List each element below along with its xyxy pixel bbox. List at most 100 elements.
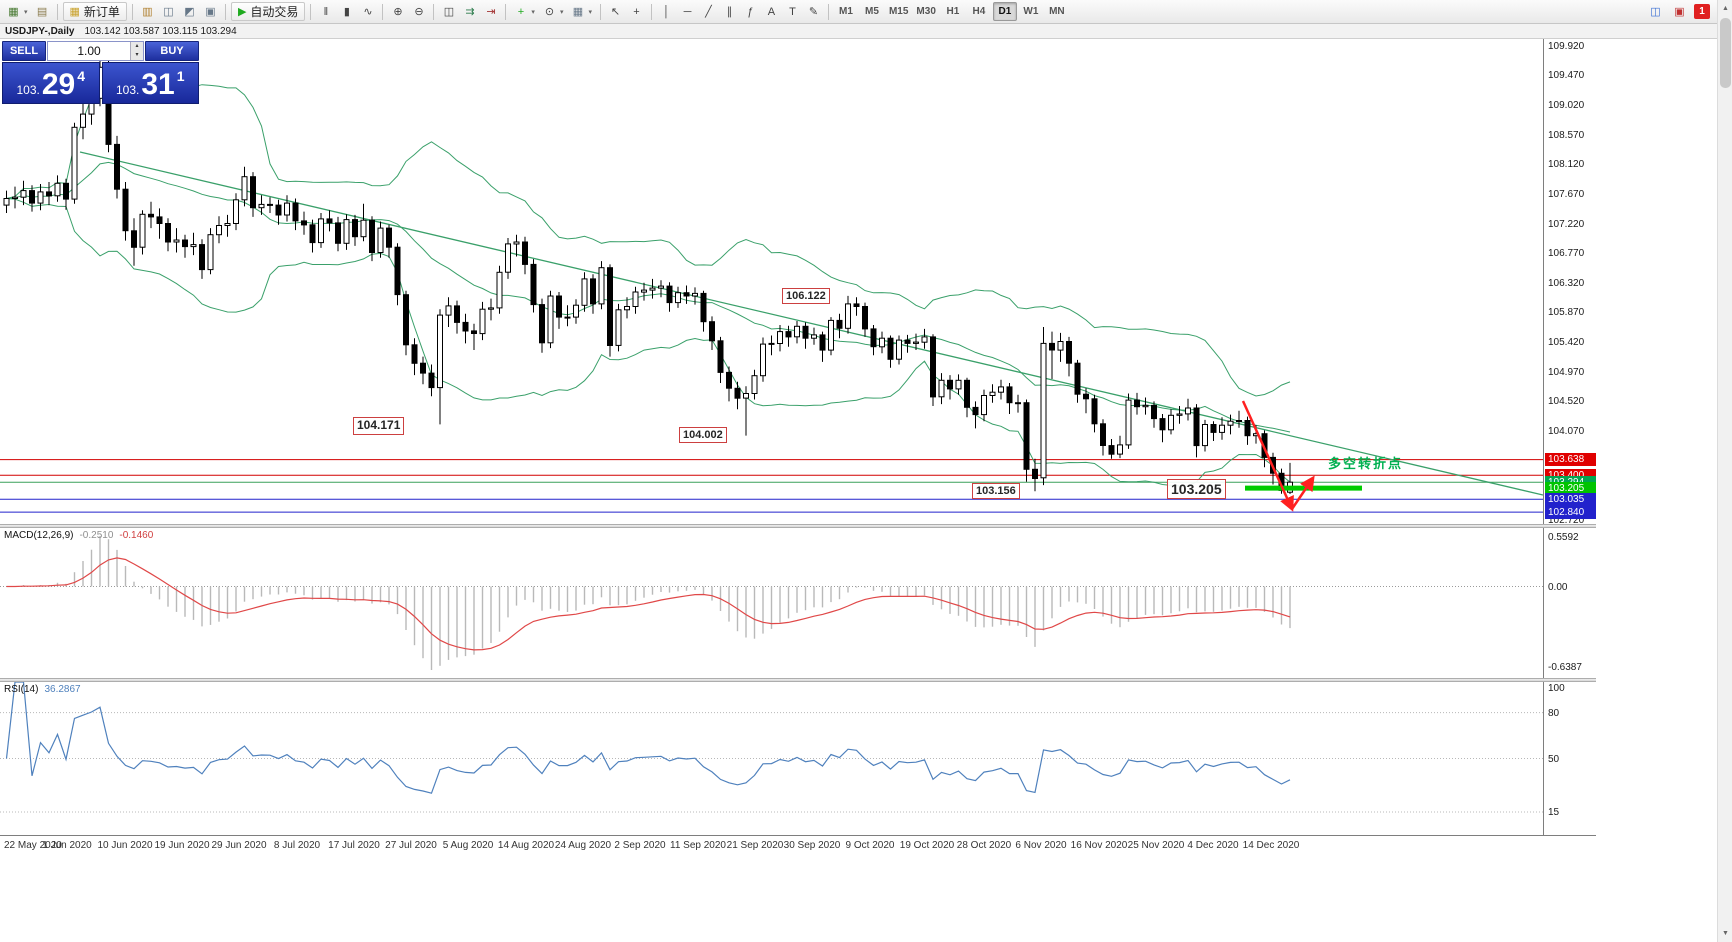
scrollbar-up-button[interactable]: ▲ [1722, 5, 1729, 12]
zoom-out-icon[interactable]: ⊖ [414, 6, 424, 18]
zoom-in-icon[interactable]: ⊕ [393, 6, 403, 18]
price-tick-label: 105.420 [1548, 337, 1585, 348]
indicators-icon[interactable]: + [517, 5, 525, 18]
horizontal-line-objects[interactable] [0, 459, 1543, 513]
timeframe-w1-button[interactable]: W1 [1023, 6, 1039, 17]
shapes-icon[interactable]: ✎ [808, 6, 819, 18]
price-chart-plot[interactable]: 104.171 104.002 106.122 103.156 103.205 多空转折点… [0, 39, 1543, 524]
alerts-icon[interactable]: ▣ [1674, 6, 1685, 18]
timeframe-m1-button[interactable]: M1 [839, 6, 853, 17]
trendline-icon[interactable]: ╱ [705, 6, 712, 18]
price-callout[interactable]: 103.156 [972, 483, 1020, 500]
autotrading-button[interactable]: ▶ 自动交易 [230, 2, 306, 21]
price-callout[interactable]: 104.171 [353, 417, 405, 435]
cursor-icon[interactable]: ↖ [610, 6, 621, 18]
toolbar-separator [650, 3, 652, 20]
rsi-value: 36.2867 [44, 684, 81, 695]
sell-price-pips: 29 [41, 68, 76, 101]
periods-icon[interactable]: ⊙ [544, 6, 555, 18]
arrow-object[interactable] [1241, 400, 1294, 512]
time-axis[interactable]: 22 May 2020 1 Jun 2020 10 Jun 2020 19 Jun 2… [0, 835, 1596, 855]
price-callout[interactable]: 103.205 [1167, 479, 1226, 500]
new-order-button[interactable]: ▦ 新订单 [62, 2, 127, 21]
periods-caret[interactable]: ▾ [559, 8, 564, 16]
panel-splitter[interactable] [0, 524, 1596, 528]
panel-splitter[interactable] [0, 678, 1596, 682]
market-watch-icon[interactable]: ▥ [142, 6, 153, 18]
template-icon[interactable]: ▦ [572, 6, 584, 18]
price-axis[interactable]: 109.920 109.470 109.020 108.570 108.120 107.6… [1543, 39, 1596, 526]
price-tag: 103.035 [1545, 493, 1596, 506]
sell-price-button[interactable]: 103. 29 4 [2, 62, 100, 104]
toolbar-separator [382, 3, 384, 20]
date-label: 29 Jun 2020 [211, 840, 267, 851]
crosshair-icon[interactable]: + [633, 5, 640, 18]
vertical-scrollbar[interactable]: ▲ ▼ [1717, 0, 1732, 942]
price-tick-label: 107.220 [1548, 219, 1585, 230]
timeframe-mn-button[interactable]: MN [1049, 6, 1065, 17]
date-label: 25 Nov 2020 [1127, 840, 1185, 851]
buy-price-pips: 31 [141, 68, 175, 101]
buy-button[interactable]: BUY [145, 41, 199, 61]
fibonacci-icon[interactable]: ƒ [747, 5, 754, 18]
price-callout[interactable]: 104.002 [679, 427, 727, 444]
rsi-axis: 100 80 50 15 [1543, 682, 1596, 835]
macd-tick-label: 0.5592 [1548, 532, 1579, 543]
new-chart-caret[interactable]: ▾ [24, 8, 28, 16]
trendline-object[interactable] [79, 151, 1543, 496]
price-tick-label: 104.070 [1548, 426, 1585, 437]
volume-field[interactable]: 1.00 ▴ ▾ [47, 41, 144, 61]
sell-button[interactable]: SELL [2, 41, 46, 61]
new-chart-icon[interactable]: ▦ [8, 6, 19, 18]
chart-shift-icon[interactable]: ⇥ [486, 6, 496, 18]
volume-increase-button[interactable]: ▴ [131, 42, 143, 51]
auto-scroll-icon[interactable]: ⇉ [465, 6, 475, 18]
timeframe-h1-button[interactable]: H1 [946, 6, 960, 17]
label-icon[interactable]: T [789, 5, 796, 18]
price-tick-label: 109.920 [1548, 41, 1585, 52]
tile-windows-icon[interactable]: ◫ [443, 6, 455, 18]
scrollbar-down-button[interactable]: ▼ [1722, 930, 1729, 937]
template-caret[interactable]: ▾ [588, 8, 592, 16]
arrow-object[interactable] [1290, 475, 1315, 510]
profiles-icon[interactable]: ▤ [36, 6, 48, 18]
timeframe-m30-button[interactable]: M30 [916, 6, 936, 17]
bar-chart-icon[interactable]: ǁ [323, 5, 329, 18]
data-window-icon[interactable]: ◫ [163, 6, 174, 18]
timeframe-m5-button[interactable]: M5 [865, 6, 879, 17]
buy-price-button[interactable]: 103. 31 1 [101, 62, 199, 104]
date-label: 6 Nov 2020 [1015, 840, 1067, 851]
text-icon[interactable]: A [767, 5, 776, 18]
navigator-icon[interactable]: ◩ [184, 6, 195, 18]
date-label: 14 Dec 2020 [1242, 840, 1300, 851]
vertical-line-icon[interactable]: │ [663, 5, 670, 18]
volume-value[interactable]: 1.00 [77, 44, 101, 58]
horizontal-line-icon[interactable]: ─ [683, 5, 692, 18]
date-label: 4 Dec 2020 [1187, 840, 1239, 851]
price-callout[interactable]: 106.122 [782, 288, 830, 305]
timeframe-d1-button[interactable]: D1 [992, 2, 1017, 21]
macd-panel[interactable]: MACD(12,26,9) -0.2510 -0.1460 [0, 528, 1543, 678]
volume-decrease-button[interactable]: ▾ [131, 51, 143, 60]
terminal-icon[interactable]: ▣ [205, 6, 216, 18]
toolbar-separator [505, 3, 507, 20]
candlestick-icon[interactable]: ▮ [343, 6, 350, 18]
volume-spinner: ▴ ▾ [130, 42, 143, 60]
rsi-name: RSI(14) [4, 684, 39, 695]
date-label: 5 Aug 2020 [442, 840, 494, 851]
line-chart-icon[interactable]: ∿ [363, 6, 373, 18]
rsi-panel[interactable]: RSI(14) 36.2867 [0, 682, 1543, 835]
indicators-caret[interactable]: ▾ [531, 8, 535, 16]
date-label: 9 Oct 2020 [845, 840, 895, 851]
timeframe-h4-button[interactable]: H4 [972, 6, 986, 17]
news-badge[interactable]: 1 [1694, 4, 1710, 19]
scrollbar-thumb[interactable] [1720, 18, 1731, 88]
market-depth-icon[interactable]: ◫ [1650, 6, 1661, 18]
timeframe-m15-button[interactable]: M15 [888, 6, 909, 17]
annotation-text[interactable]: 多空转折点 [1328, 456, 1404, 471]
date-label: 14 Aug 2020 [497, 840, 555, 851]
price-tick-label: 108.120 [1548, 159, 1585, 170]
price-tick-label: 104.970 [1548, 367, 1585, 378]
channel-icon[interactable]: ∥ [726, 6, 733, 18]
date-label: 21 Sep 2020 [726, 840, 784, 851]
